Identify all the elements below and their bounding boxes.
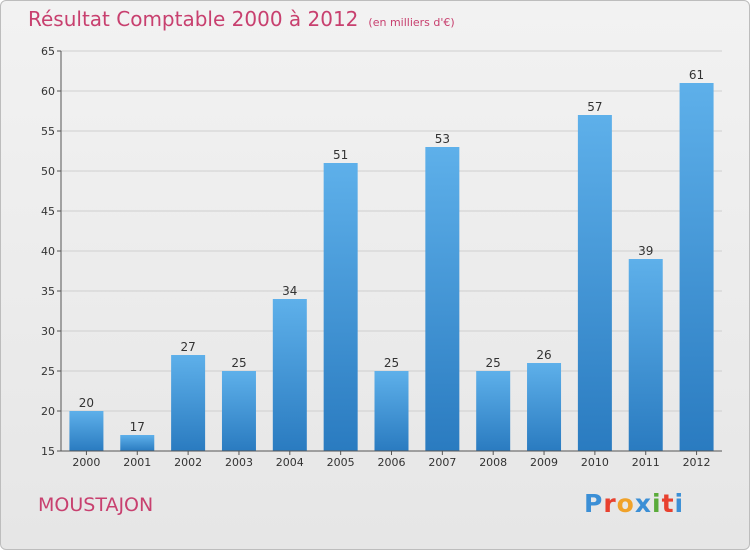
x-tick-label: 2006 bbox=[378, 456, 406, 469]
bar-2004[interactable] bbox=[272, 299, 307, 451]
x-tick-label: 2003 bbox=[225, 456, 253, 469]
bar-value-label: 34 bbox=[282, 284, 297, 298]
bar-value-label: 25 bbox=[486, 356, 501, 370]
logo-letter: i bbox=[652, 489, 662, 518]
bar-2000[interactable] bbox=[69, 411, 104, 451]
bar-value-label: 39 bbox=[638, 244, 653, 258]
x-tick-label: 2007 bbox=[428, 456, 456, 469]
bar-2011[interactable] bbox=[628, 259, 663, 451]
bar-value-label: 17 bbox=[130, 420, 145, 434]
y-tick-label: 65 bbox=[41, 45, 55, 58]
bar-2007[interactable] bbox=[425, 147, 460, 451]
y-tick-label: 20 bbox=[41, 405, 55, 418]
x-tick-label: 2010 bbox=[581, 456, 609, 469]
x-tick-label: 2005 bbox=[327, 456, 355, 469]
x-tick-label: 2008 bbox=[479, 456, 507, 469]
logo-letter: o bbox=[616, 489, 635, 518]
bar-value-label: 25 bbox=[231, 356, 246, 370]
logo-letter: t bbox=[661, 489, 675, 518]
y-tick-label: 15 bbox=[41, 445, 55, 458]
x-tick-label: 2011 bbox=[632, 456, 660, 469]
y-tick-label: 50 bbox=[41, 165, 55, 178]
bar-value-label: 57 bbox=[587, 100, 602, 114]
x-tick-label: 2002 bbox=[174, 456, 202, 469]
bar-2009[interactable] bbox=[527, 363, 562, 451]
bar-value-label: 61 bbox=[689, 68, 704, 82]
commune-name: MOUSTAJON bbox=[38, 494, 154, 516]
x-tick-label: 2000 bbox=[72, 456, 100, 469]
x-tick-label: 2012 bbox=[683, 456, 711, 469]
chart-title-unit: (en milliers d'€) bbox=[368, 16, 455, 29]
y-tick-label: 40 bbox=[41, 245, 55, 258]
logo-letter: P bbox=[584, 489, 604, 518]
y-tick-label: 45 bbox=[41, 205, 55, 218]
bar-2005[interactable] bbox=[323, 163, 358, 451]
proxiti-logo[interactable]: Proxiti bbox=[584, 489, 684, 518]
y-tick-label: 25 bbox=[41, 365, 55, 378]
chart-title: Résultat Comptable 2000 à 2012 (en millie… bbox=[28, 7, 455, 31]
bar-2002[interactable] bbox=[171, 355, 206, 451]
chart-title-main: Résultat Comptable 2000 à 2012 bbox=[28, 7, 359, 31]
y-tick-label: 30 bbox=[41, 325, 55, 338]
bar-2001[interactable] bbox=[120, 435, 155, 451]
x-tick-label: 2001 bbox=[123, 456, 151, 469]
y-tick-label: 60 bbox=[41, 85, 55, 98]
bar-value-label: 26 bbox=[536, 348, 551, 362]
bar-2010[interactable] bbox=[577, 115, 612, 451]
bar-2006[interactable] bbox=[374, 371, 409, 451]
y-tick-label: 55 bbox=[41, 125, 55, 138]
x-tick-label: 2009 bbox=[530, 456, 558, 469]
bar-2012[interactable] bbox=[679, 83, 714, 451]
bar-2008[interactable] bbox=[476, 371, 511, 451]
x-tick-label: 2004 bbox=[276, 456, 304, 469]
logo-letter: r bbox=[603, 489, 617, 518]
bar-2003[interactable] bbox=[221, 371, 256, 451]
logo-letter: x bbox=[634, 489, 652, 518]
logo-letter: i bbox=[674, 489, 685, 518]
y-tick-label: 35 bbox=[41, 285, 55, 298]
bar-value-label: 20 bbox=[79, 396, 94, 410]
bar-value-label: 51 bbox=[333, 148, 348, 162]
bar-value-label: 27 bbox=[180, 340, 195, 354]
bar-value-label: 25 bbox=[384, 356, 399, 370]
bar-value-label: 53 bbox=[435, 132, 450, 146]
